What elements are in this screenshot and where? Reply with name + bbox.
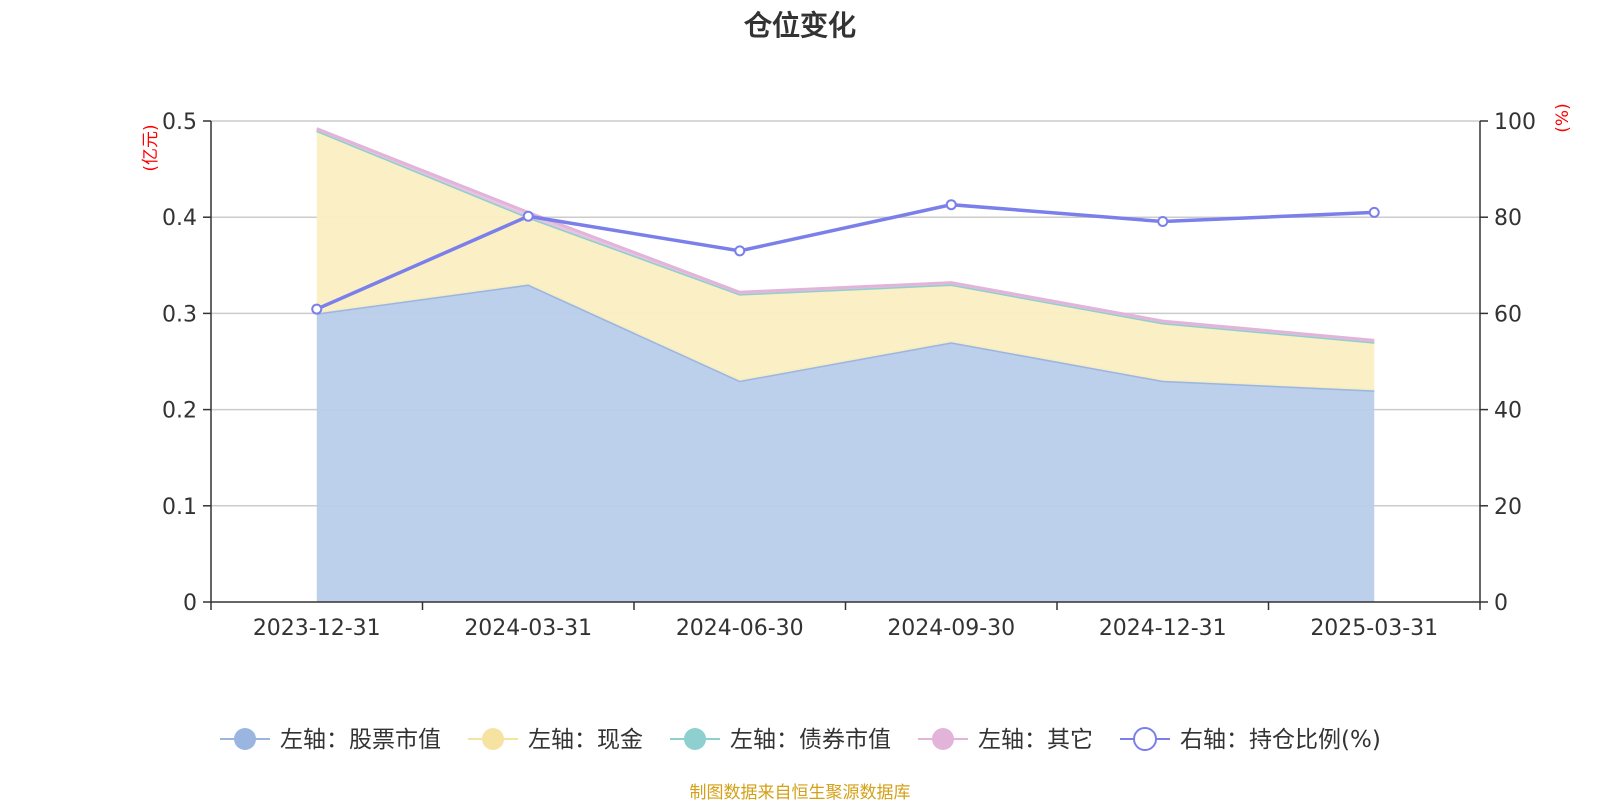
left-axis-tick-label: 0.2	[162, 399, 197, 424]
legend-label-4: 右轴：持仓比例(%)	[1180, 727, 1381, 753]
legend-marker-4	[1133, 727, 1157, 751]
ratio-line	[316, 202, 1375, 311]
x-axis-tick-label: 2024-03-31	[464, 616, 592, 641]
legend-label-1: 左轴：现金	[528, 727, 643, 753]
ratio-point	[1368, 206, 1380, 218]
ratio-line-layer	[311, 199, 1380, 315]
right-axis-unit: (%)	[1553, 103, 1573, 132]
left-axis-unit: (亿元)	[141, 124, 161, 171]
legend-label-0: 左轴：股票市值	[280, 727, 441, 753]
axes: 0 0.1 0.2 0.3 0.4 0.5 0 20 40 60 80 100 2023-12-31 20…	[141, 103, 1573, 641]
chart-title: 仓位变化	[743, 9, 856, 42]
x-axis-tick-label: 2024-12-31	[1099, 616, 1227, 641]
legend-marker-0	[234, 728, 256, 750]
ratio-point	[945, 199, 957, 211]
ratio-point	[1157, 216, 1169, 228]
left-axis-tick-label: 0	[183, 591, 197, 616]
right-axis-tick-label: 40	[1494, 399, 1522, 424]
legend: 左轴：股票市值 左轴：现金 左轴：债券市值 左轴：其它 右轴：持仓比例(%)	[220, 727, 1381, 753]
ratio-point	[311, 303, 323, 315]
source-note: 制图数据来自恒生聚源数据库	[689, 783, 911, 803]
right-axis-tick-label: 80	[1494, 206, 1522, 231]
area-series-0	[316, 284, 1375, 602]
legend-label-2: 左轴：债券市值	[730, 727, 891, 753]
right-axis-tick-label: 20	[1494, 495, 1522, 520]
x-axis-tick-label: 2024-06-30	[676, 616, 804, 641]
area-edge-series-3	[316, 127, 1375, 342]
ratio-point	[522, 210, 534, 222]
legend-marker-2	[684, 728, 706, 750]
legend-marker-1	[482, 728, 504, 750]
x-axis-tick-label: 2023-12-31	[253, 616, 381, 641]
left-axis-tick-label: 0.4	[162, 206, 197, 231]
area-series-1	[316, 130, 1375, 391]
stacked-areas	[316, 127, 1375, 602]
left-axis-tick-label: 0.5	[162, 110, 197, 135]
right-axis-tick-label: 0	[1494, 591, 1508, 616]
ratio-point	[734, 245, 746, 257]
x-axis-tick-label: 2024-09-30	[887, 616, 1015, 641]
right-axis-tick-label: 60	[1494, 302, 1522, 327]
legend-label-3: 左轴：其它	[978, 727, 1093, 753]
legend-marker-3	[932, 728, 954, 750]
x-axis-tick-label: 2025-03-31	[1310, 616, 1438, 641]
left-axis-tick-label: 0.3	[162, 302, 197, 327]
right-axis-tick-label: 100	[1494, 110, 1536, 135]
left-axis-tick-label: 0.1	[162, 495, 197, 520]
